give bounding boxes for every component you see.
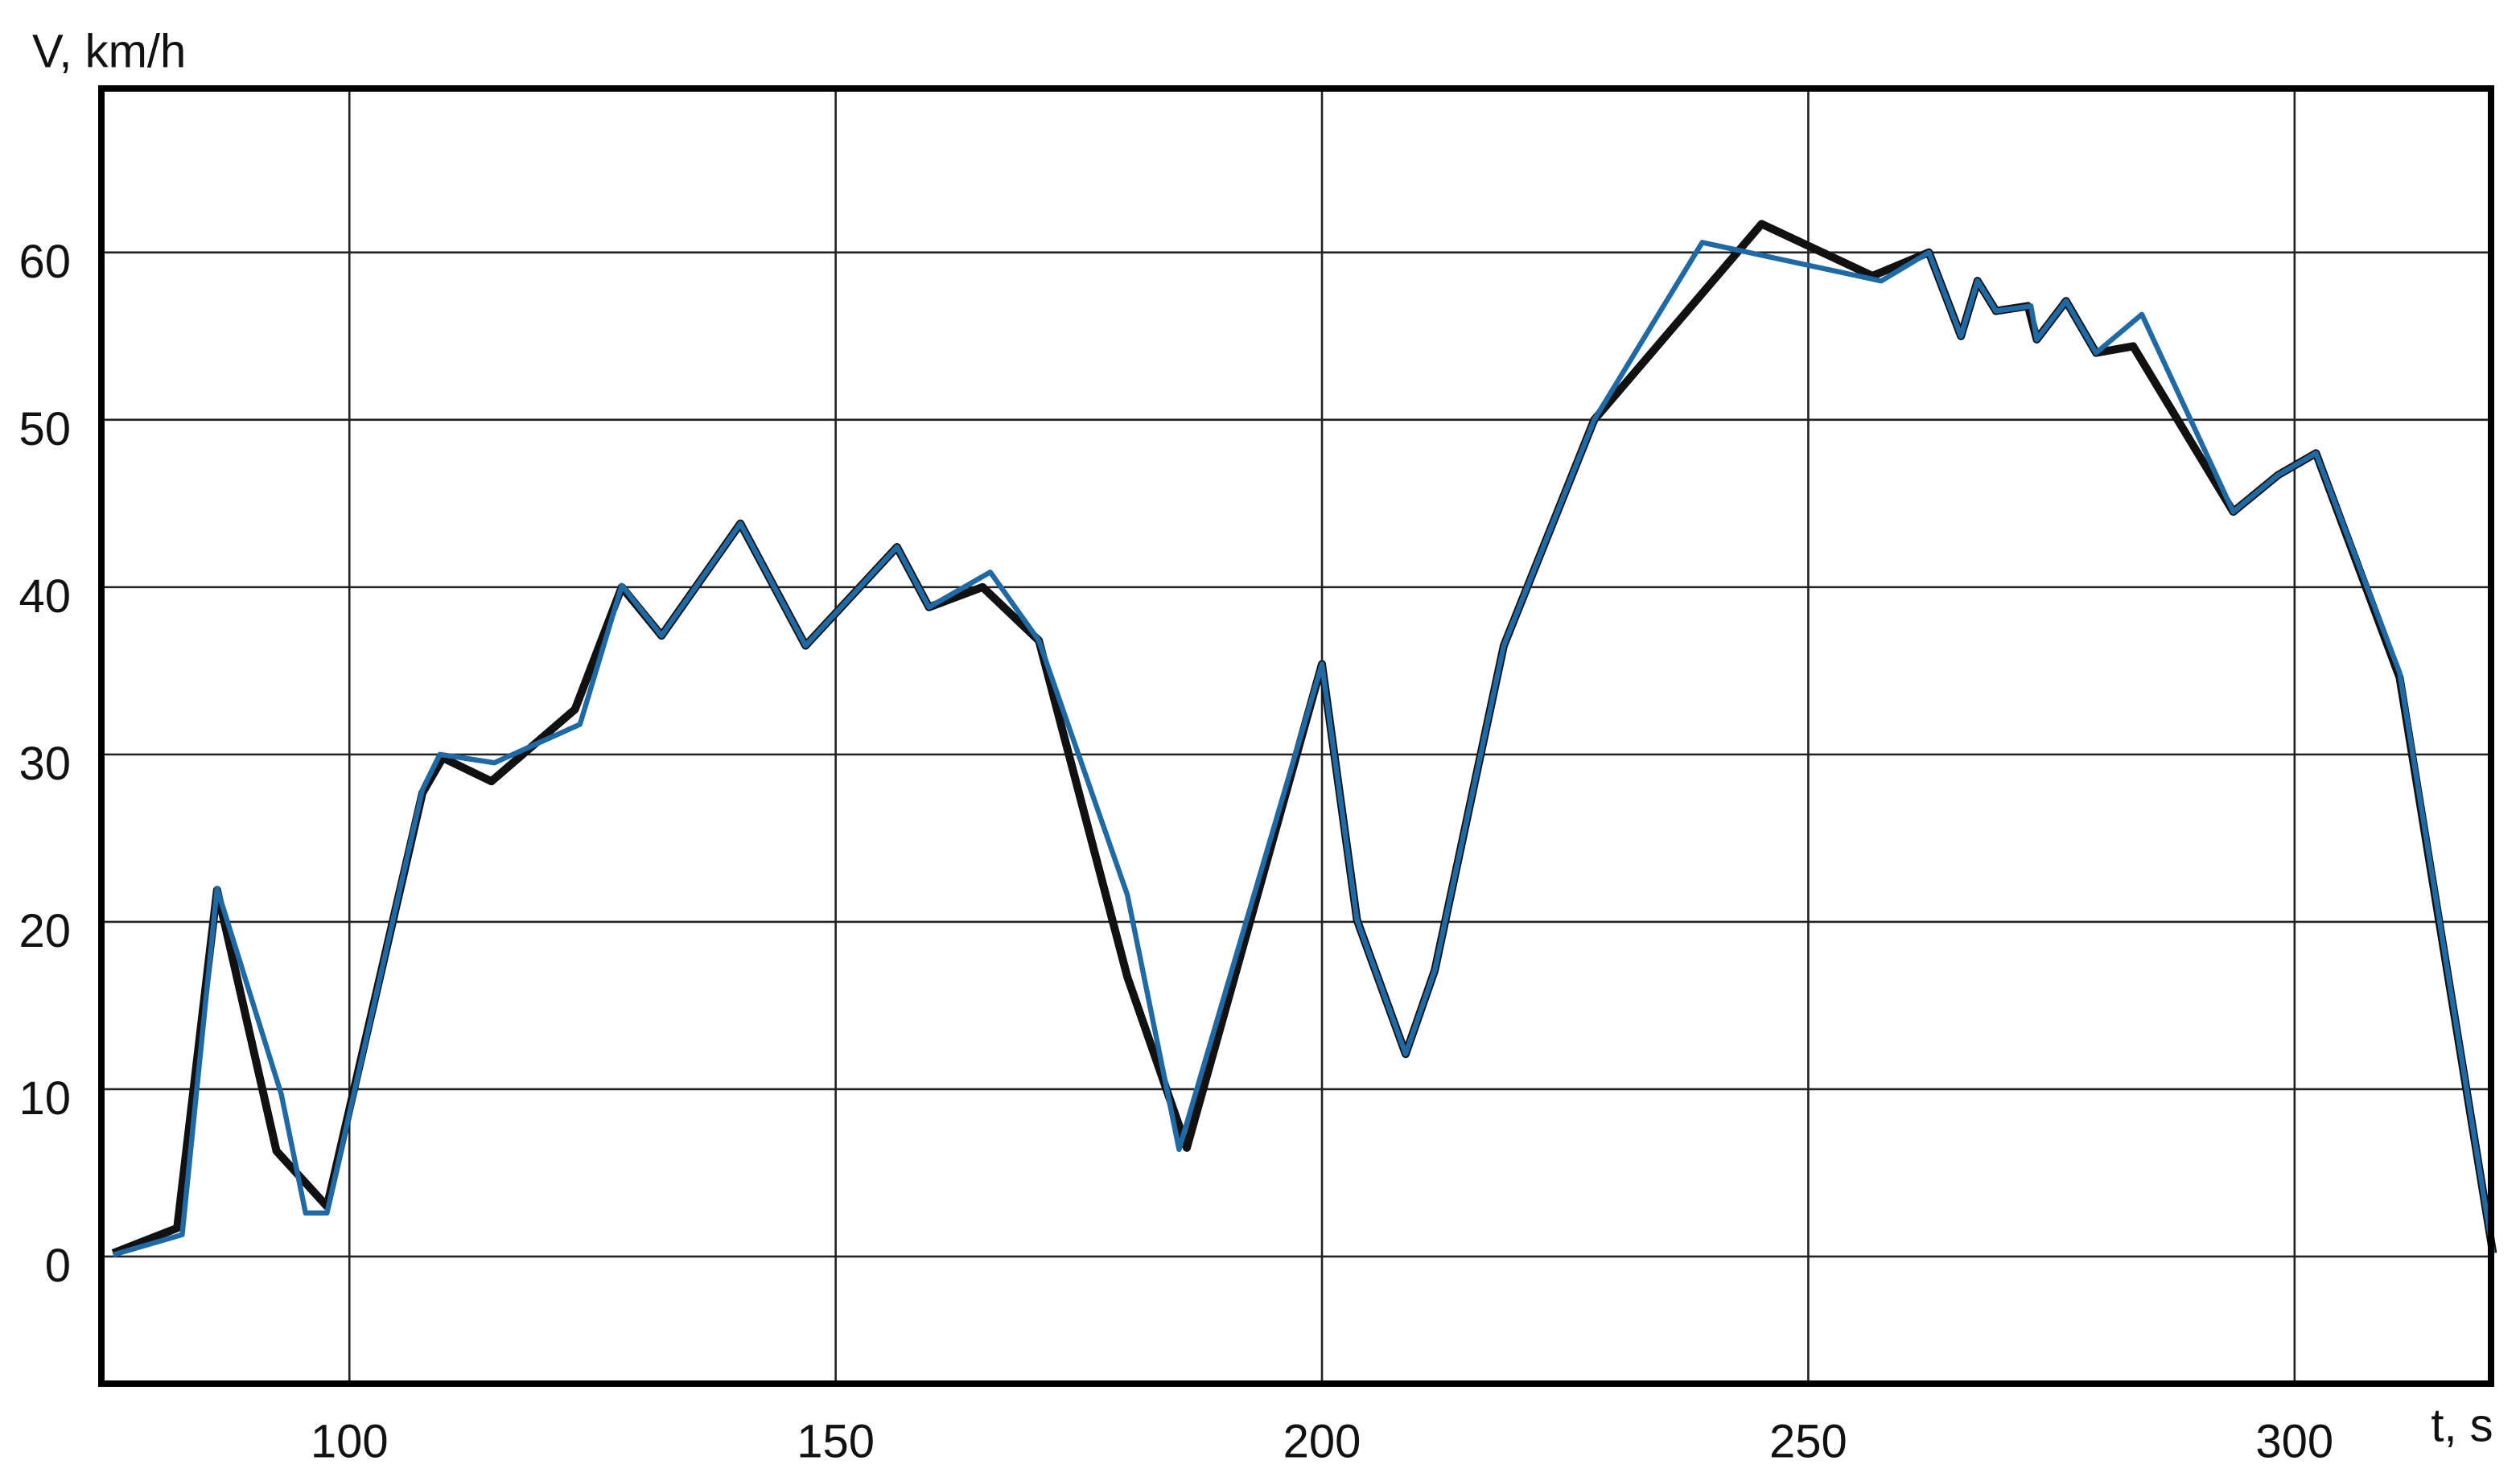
y-tick-label: 30	[19, 738, 71, 790]
y-tick-label: 20	[19, 905, 71, 957]
data-line	[111, 220, 2497, 1257]
y-tick-label: 10	[19, 1072, 71, 1125]
y-tick-label: 60	[19, 236, 71, 288]
plot-frame	[98, 85, 2494, 1387]
y-axis-label: V, km/h	[32, 25, 186, 77]
y-tick-label: 0	[45, 1240, 71, 1292]
x-tick-label: 250	[1769, 1415, 1847, 1467]
y-tick-label: 50	[19, 403, 71, 455]
x-tick-label: 200	[1283, 1415, 1361, 1467]
x-tick-label: 150	[797, 1415, 875, 1467]
x-tick-label: 100	[311, 1415, 389, 1467]
x-axis-label: t, s	[2431, 1399, 2493, 1451]
y-tick-label: 40	[19, 570, 71, 623]
x-tick-label: 300	[2255, 1415, 2333, 1467]
data-line	[112, 240, 2496, 1257]
